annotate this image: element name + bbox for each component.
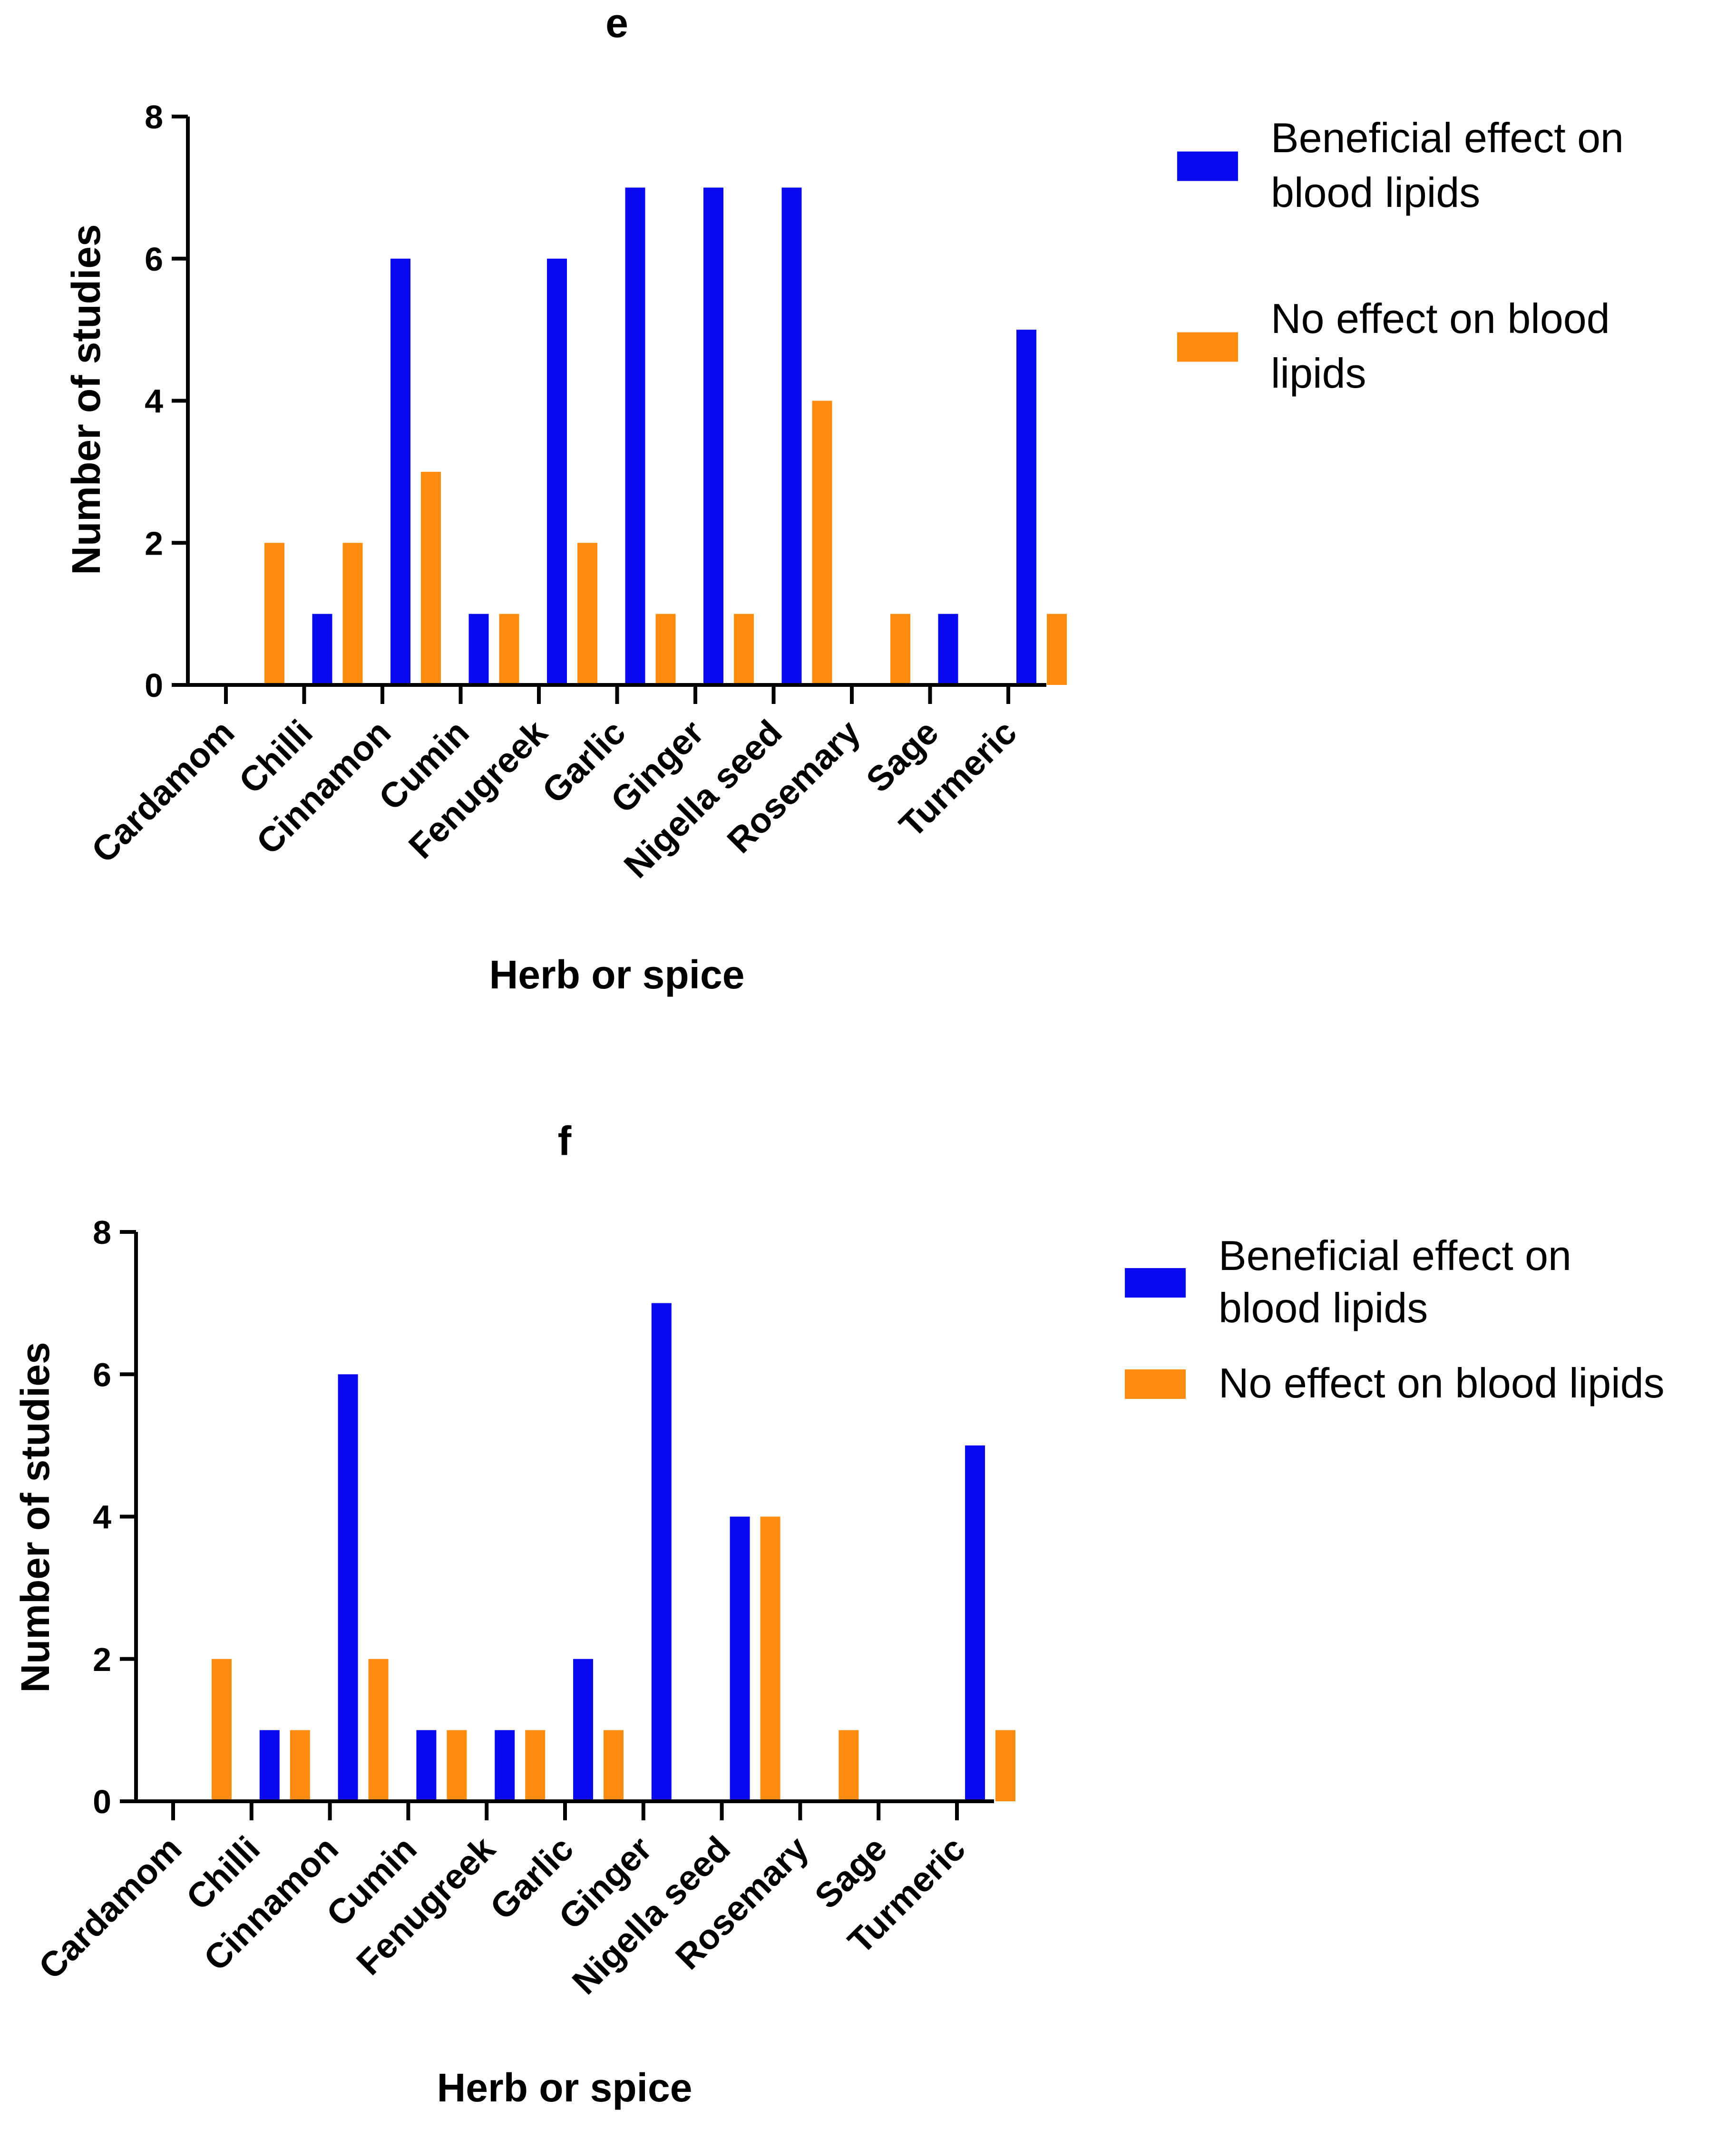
- bar-cumin-no-effect: [447, 1730, 467, 1801]
- bar-nigella-seed-beneficial: [730, 1516, 750, 1801]
- bar-turmeric-beneficial: [1016, 330, 1036, 685]
- bar-nigella-seed-no-effect: [812, 400, 832, 685]
- legend-swatch-no-effect: [1125, 1369, 1186, 1399]
- bar-chilli-beneficial: [259, 1730, 280, 1801]
- bar-turmeric-no-effect: [995, 1730, 1015, 1801]
- bar-garlic-no-effect: [604, 1730, 624, 1801]
- legend-swatch-beneficial: [1125, 1268, 1186, 1298]
- y-tick-label: 4: [145, 383, 163, 420]
- axes-frame: [186, 117, 1046, 687]
- bar-nigella-seed-beneficial: [781, 187, 802, 685]
- axes-frame: [134, 1232, 994, 1803]
- legend-label-no-effect: No effect on blood lipids: [1219, 1359, 1665, 1406]
- legend-label-beneficial: blood lipids: [1271, 169, 1480, 216]
- y-tick-label: 2: [145, 525, 163, 562]
- chart-title: e: [605, 0, 628, 46]
- bar-turmeric-no-effect: [1047, 614, 1067, 685]
- y-axis-title: Number of studies: [64, 224, 108, 575]
- bar-ginger-beneficial: [703, 187, 723, 685]
- y-axis-title: Number of studies: [13, 1342, 58, 1692]
- y-tick-label: 8: [145, 98, 163, 136]
- bar-cinnamon-beneficial: [390, 258, 410, 685]
- bar-ginger-no-effect: [734, 614, 754, 685]
- y-tick-label: 2: [93, 1641, 111, 1678]
- x-tick-label-cardamom: Cardamom: [84, 713, 242, 870]
- bar-garlic-beneficial: [625, 187, 645, 685]
- bar-chilli-no-effect: [290, 1730, 310, 1801]
- bar-ginger-beneficial: [651, 1303, 672, 1801]
- bar-cardamom-no-effect: [212, 1659, 232, 1801]
- y-tick-label: 6: [93, 1356, 111, 1393]
- bar-cumin-beneficial: [416, 1730, 437, 1801]
- x-axis-title: Herb or spice: [489, 952, 745, 997]
- legend-swatch-no-effect: [1177, 332, 1238, 362]
- x-axis-title: Herb or spice: [437, 2065, 692, 2110]
- bar-chilli-beneficial: [312, 614, 332, 685]
- bar-chilli-no-effect: [342, 543, 363, 685]
- bar-fenugreek-beneficial: [547, 258, 567, 685]
- y-tick-label: 4: [93, 1499, 111, 1536]
- chart-panel-f: f Number of studies Herb or spice 02468 …: [13, 1118, 1665, 2110]
- y-tick-label: 8: [93, 1214, 111, 1251]
- bar-cinnamon-beneficial: [338, 1374, 358, 1801]
- legend-swatch-beneficial: [1177, 151, 1238, 181]
- bar-turmeric-beneficial: [965, 1445, 985, 1801]
- legend-label-beneficial: Beneficial effect on: [1271, 114, 1624, 161]
- y-tick-label: 0: [93, 1783, 111, 1820]
- legend-label-beneficial: Beneficial effect on: [1219, 1232, 1571, 1279]
- bar-garlic-beneficial: [573, 1659, 593, 1801]
- y-tick-label: 0: [145, 667, 163, 704]
- chart-title: f: [558, 1118, 572, 1164]
- legend-label-no-effect: No effect on blood: [1271, 295, 1610, 342]
- bar-rosemary-no-effect: [890, 614, 910, 685]
- bar-sage-beneficial: [938, 614, 958, 685]
- bar-fenugreek-beneficial: [495, 1730, 515, 1801]
- bar-fenugreek-no-effect: [577, 543, 597, 685]
- bar-cumin-no-effect: [499, 614, 519, 685]
- bar-nigella-seed-no-effect: [760, 1516, 780, 1801]
- bar-rosemary-no-effect: [839, 1730, 859, 1801]
- y-tick-label: 6: [145, 241, 163, 278]
- x-tick-label-cardamom: Cardamom: [31, 1829, 189, 1987]
- legend-label-no-effect: lipids: [1271, 350, 1366, 397]
- bar-garlic-no-effect: [655, 614, 676, 685]
- bar-cinnamon-no-effect: [368, 1659, 389, 1801]
- chart-panel-e: e Number of studies Herb or spice 02468 …: [64, 0, 1624, 997]
- legend-label-beneficial: blood lipids: [1219, 1284, 1428, 1331]
- bar-fenugreek-no-effect: [525, 1730, 546, 1801]
- bar-cardamom-no-effect: [264, 543, 284, 685]
- bar-cumin-beneficial: [468, 614, 489, 685]
- bar-cinnamon-no-effect: [421, 471, 441, 685]
